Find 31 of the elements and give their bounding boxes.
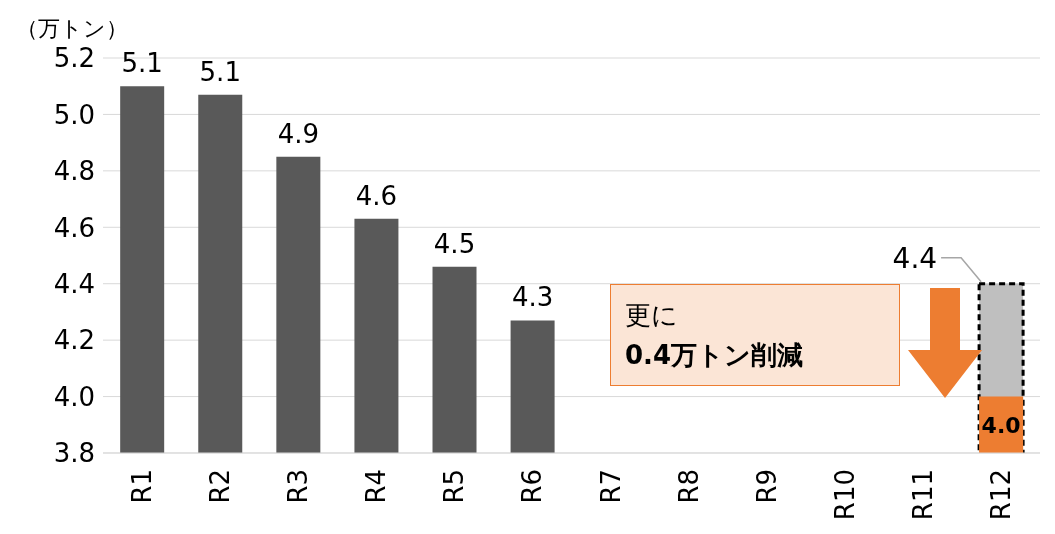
y-tick-label: 5.0 <box>53 99 95 130</box>
y-tick-label: 4.8 <box>53 156 95 187</box>
data-label: 5.1 <box>199 56 241 87</box>
x-tick-label: R11 <box>907 469 938 521</box>
y-tick-label: 4.4 <box>53 268 95 299</box>
data-label: 4.3 <box>511 282 554 313</box>
data-label: 5.1 <box>121 48 163 79</box>
x-tick-label: R8 <box>673 469 704 504</box>
y-tick-label: 5.2 <box>53 43 95 74</box>
annotation: 更に 0.4万トン削減 <box>625 299 805 372</box>
data-label: 4.4 <box>892 241 938 275</box>
x-tick-label: R5 <box>439 469 470 504</box>
x-tick-label: R9 <box>751 469 782 504</box>
y-tick-label: 4.6 <box>53 212 95 243</box>
y-axis-title: （万トン） <box>16 15 128 43</box>
y-tick-label: 4.2 <box>53 325 95 356</box>
data-label: 4.6 <box>355 180 398 211</box>
x-tick-label: R12 <box>985 469 1016 521</box>
data-label: 4.5 <box>433 228 476 259</box>
x-tick-label: R3 <box>283 469 314 504</box>
x-tick-label: R7 <box>595 469 626 504</box>
data-label: 4.0 <box>981 412 1021 438</box>
callout-box: 更に 0.4万トン削減 <box>610 284 900 386</box>
data-label: 4.9 <box>277 118 320 149</box>
y-tick-label: 4.0 <box>53 381 95 412</box>
x-tick-label: R1 <box>127 469 158 504</box>
x-tick-label: R4 <box>361 469 392 504</box>
y-tick-label: 3.8 <box>53 438 95 469</box>
x-tick-label: R2 <box>205 469 236 504</box>
x-tick-label: R6 <box>517 469 548 504</box>
x-tick-label: R10 <box>829 469 860 521</box>
